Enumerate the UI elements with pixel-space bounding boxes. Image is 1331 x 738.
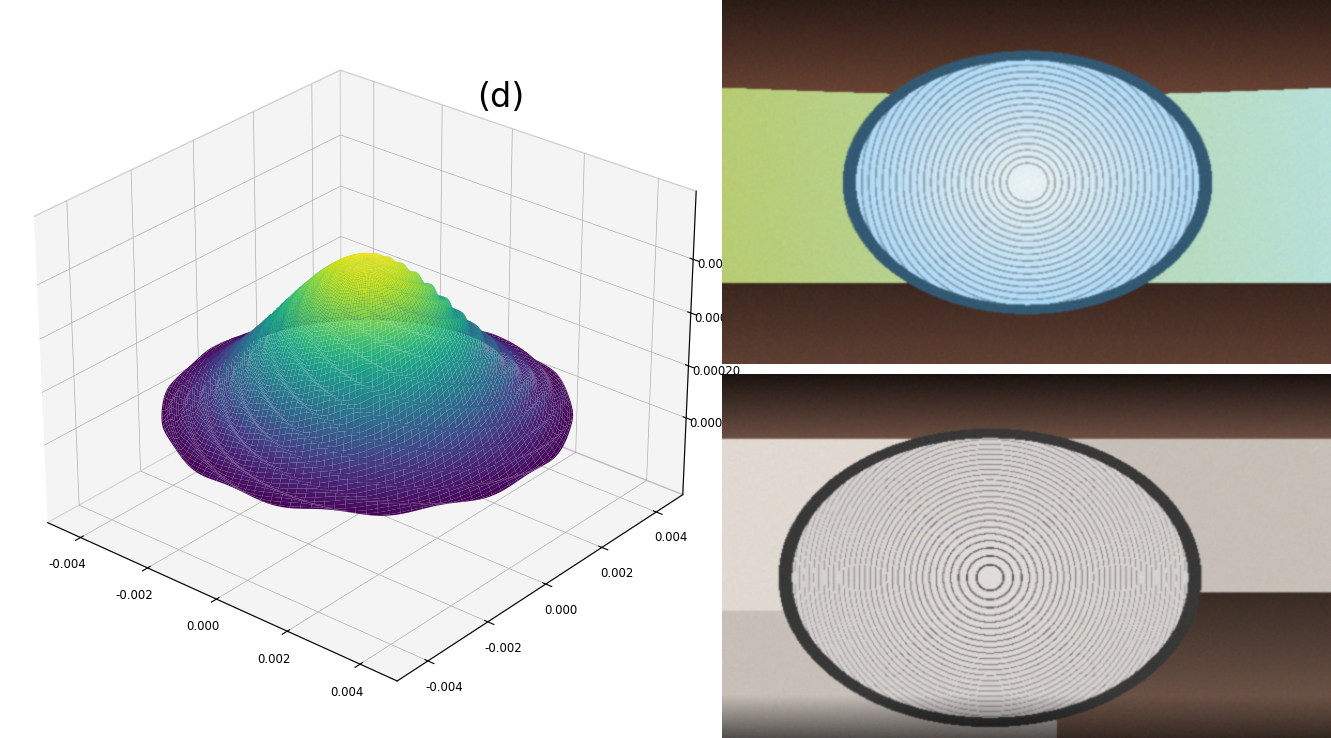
- Text: (d): (d): [476, 80, 524, 114]
